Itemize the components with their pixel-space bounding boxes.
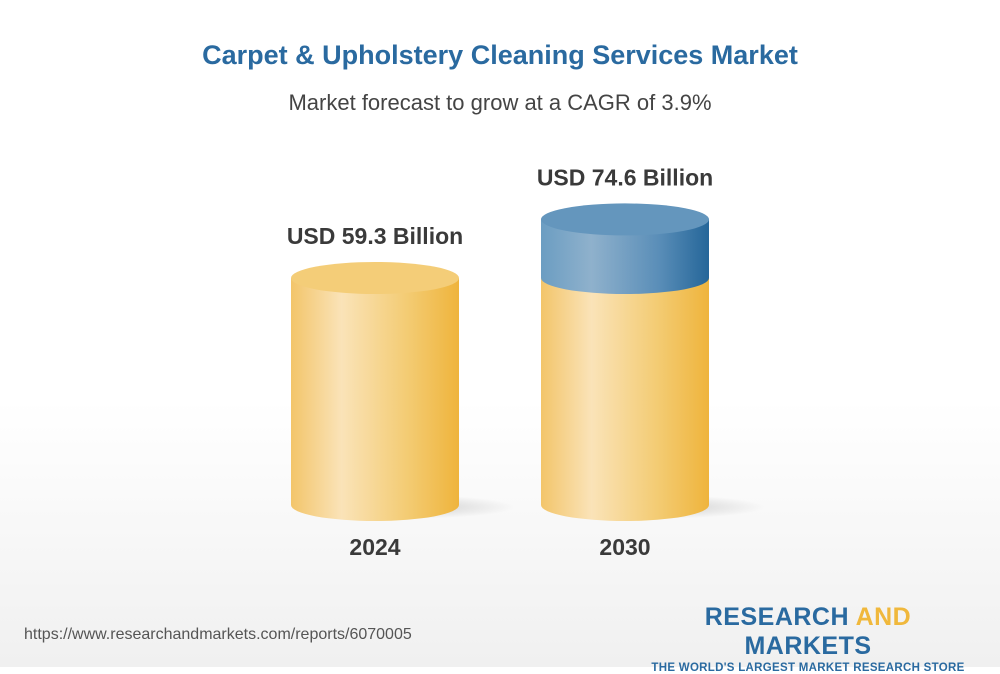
cylinder-top-base bbox=[291, 262, 459, 294]
cylinder-body-growth bbox=[541, 219, 709, 294]
chart-title: Carpet & Upholstery Cleaning Services Ma… bbox=[202, 40, 798, 70]
logo-text-markets: MARKETS bbox=[744, 632, 872, 660]
category-label: 2030 bbox=[599, 534, 650, 560]
data-label: USD 59.3 Billion bbox=[287, 223, 463, 249]
source-url[interactable]: https://www.researchandmarkets.com/repor… bbox=[24, 626, 412, 643]
category-label: 2024 bbox=[349, 534, 400, 560]
cylinder-body-base bbox=[541, 278, 709, 521]
research-and-markets-logo: RESEARCH AND MARKETS THE WORLD'S LARGEST… bbox=[640, 603, 976, 674]
cylinder-body-base bbox=[291, 278, 459, 521]
logo-text-research: RESEARCH bbox=[704, 603, 856, 631]
logo-text-and: AND bbox=[855, 603, 912, 631]
chart-subtitle: Market forecast to grow at a CAGR of 3.9… bbox=[288, 90, 712, 115]
data-label: USD 74.6 Billion bbox=[537, 164, 713, 190]
cylinder-top-growth bbox=[541, 203, 709, 236]
logo-tagline: THE WORLD'S LARGEST MARKET RESEARCH STOR… bbox=[651, 662, 965, 674]
